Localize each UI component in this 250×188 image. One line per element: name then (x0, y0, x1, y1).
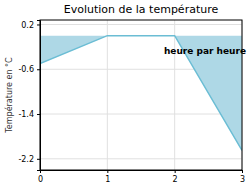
tick: -2.2 (18, 155, 40, 164)
grid-line (40, 158, 242, 159)
tick-label: 2 (173, 175, 178, 184)
y-axis-title: Température en °C (4, 57, 14, 134)
plot-frame (40, 20, 242, 170)
tick-label: 1 (105, 175, 110, 184)
tick: 3 (240, 170, 245, 184)
grid-line (107, 20, 108, 170)
grid-line (40, 114, 242, 115)
axis-line (41, 171, 243, 174)
tick: -1.4 (18, 110, 40, 119)
tick: -0.6 (18, 65, 40, 74)
tick-label: 3 (240, 175, 245, 184)
tick-label: 0 (38, 175, 43, 184)
tick: 0 (38, 170, 43, 184)
grid (40, 20, 242, 170)
title: Evolution de la température (64, 3, 219, 16)
tick-label: -1.4 (18, 110, 34, 119)
grid-line (40, 24, 242, 25)
tick-label: -0.6 (18, 65, 34, 74)
tick: 1 (105, 170, 110, 184)
y-axis: 0.2 -0.6 -1.4 -2.2 (18, 21, 40, 171)
tick: 2 (173, 170, 178, 184)
grid-line (174, 20, 175, 170)
tick-label: -2.2 (18, 155, 34, 164)
annotation: heure par heure (164, 46, 246, 56)
x-axis: 0 1 2 3 (38, 170, 245, 184)
tick: 0.2 (21, 21, 40, 30)
chart: 0 1 2 3 0.2 -0.6 -1.4 -2.2 heure par heure Evolut… (0, 0, 250, 188)
tick-label: 0.2 (21, 21, 34, 30)
